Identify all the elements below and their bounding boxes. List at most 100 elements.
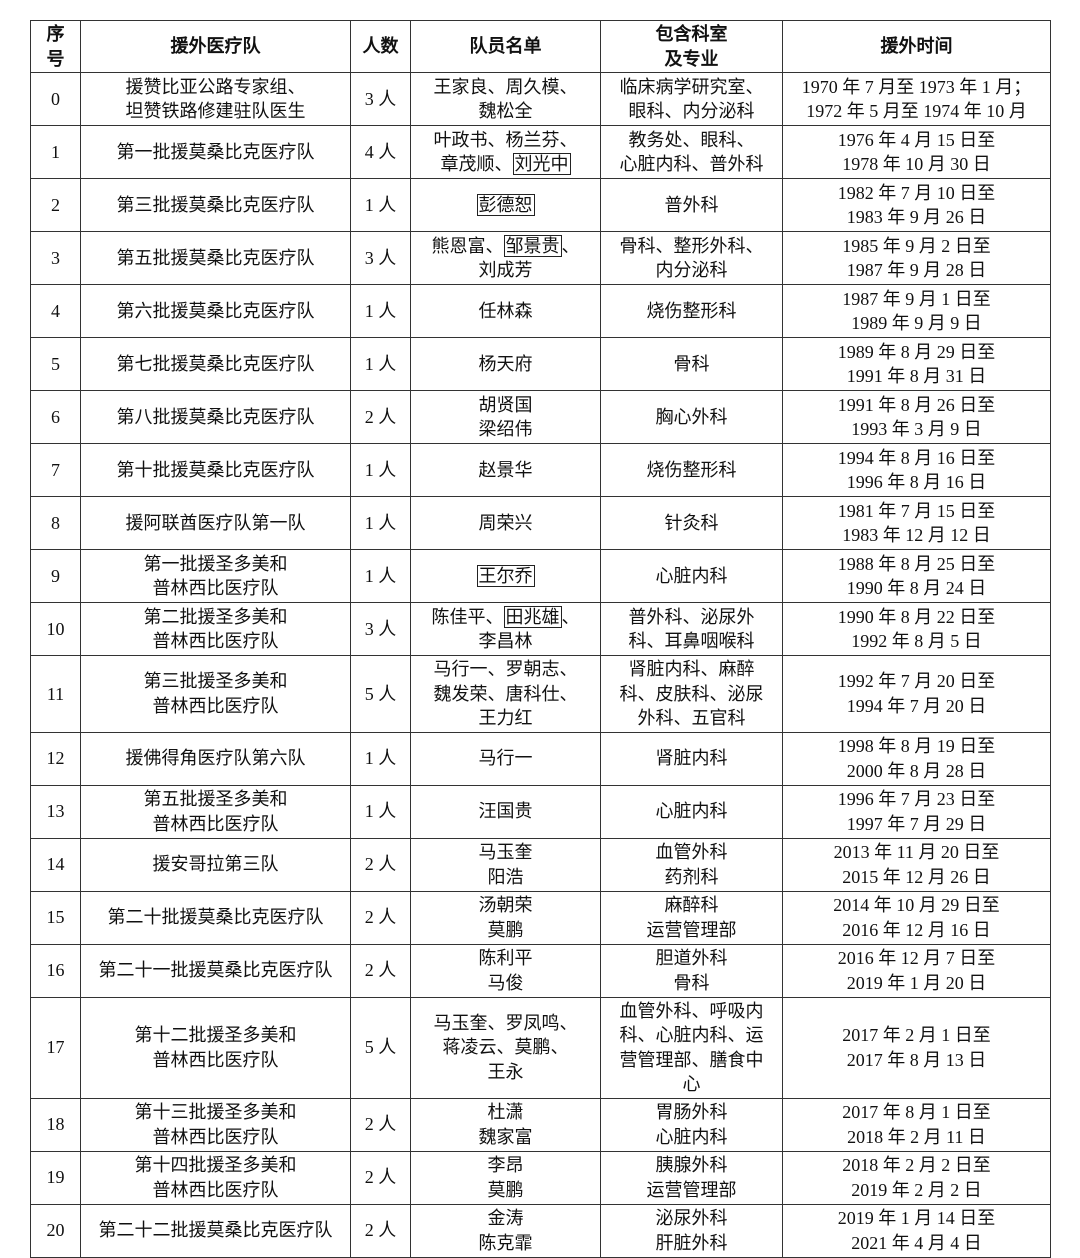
aid-period: 1992 年 7 月 20 日至 1994 年 7 月 20 日 <box>782 655 1051 733</box>
table-row: 19 第十四批援圣多美和 普林西比医疗队 2 人 李昂 莫鹏 胰腺外科 运营管理部 201… <box>30 1150 1051 1205</box>
aid-period: 1991 年 8 月 26 日至 1993 年 3 月 9 日 <box>782 390 1051 444</box>
team-name: 第八批援莫桑比克医疗队 <box>80 390 351 444</box>
row-number: 0 <box>30 72 81 126</box>
table-row: 5 第七批援莫桑比克医疗队 1 人 杨天府 骨科 1989 年 8 月 29 日至 199… <box>30 337 1051 391</box>
member-count: 1 人 <box>350 784 411 839</box>
aid-period: 1989 年 8 月 29 日至 1991 年 8 月 31 日 <box>782 337 1051 391</box>
aid-period: 2018 年 2 月 2 日至 2019 年 2 月 2 日 <box>782 1150 1051 1205</box>
member-text: 杨天府 <box>478 353 533 374</box>
aid-period: 1985 年 9 月 2 日至 1987 年 9 月 28 日 <box>782 231 1051 285</box>
table-row: 16 第二十一批援莫桑比克医疗队 2 人 陈利平 马俊 胆道外科 骨科 2016 年 12… <box>30 943 1051 998</box>
member-name: 田兆雄 <box>503 605 562 628</box>
row-number: 16 <box>30 943 81 998</box>
table-row: 3 第五批援莫桑比克医疗队 3 人熊恩富、 邹景贵、 刘成芳 骨科、整形外科、 内分泌科… <box>30 231 1051 285</box>
departments: 骨科 <box>600 337 783 391</box>
team-name: 第一批援莫桑比克医疗队 <box>80 125 351 179</box>
member-text: 金涛 陈克霏 <box>478 1208 533 1253</box>
table-row: 4 第六批援莫桑比克医疗队 1 人 任林森 烧伤整形科 1987 年 9 月 1 日至 1… <box>30 284 1051 338</box>
member-count: 1 人 <box>350 731 411 786</box>
table-row: 11 第三批援圣多美和 普林西比医疗队 5 人马行一、罗朝志、 魏发荣、唐科仕、 王… <box>30 655 1051 733</box>
departments: 骨科、整形外科、 内分泌科 <box>600 231 783 285</box>
member-text: 陈利平 马俊 <box>478 948 533 993</box>
header-cell: 队员名单 <box>410 20 601 73</box>
row-number: 7 <box>30 443 81 497</box>
row-number: 11 <box>30 655 81 733</box>
member-count: 1 人 <box>350 496 411 550</box>
aid-period: 1987 年 9 月 1 日至 1989 年 9 月 9 日 <box>782 284 1051 338</box>
departments: 胆道外科 骨科 <box>600 943 783 998</box>
members: 陈利平 马俊 <box>410 943 601 998</box>
member-count: 1 人 <box>350 549 411 603</box>
member-count: 4 人 <box>350 125 411 179</box>
members: 马行一、罗朝志、 魏发荣、唐科仕、 王力红 <box>410 655 601 733</box>
member-count: 1 人 <box>350 337 411 391</box>
member-count: 2 人 <box>350 837 411 892</box>
row-number: 1 <box>30 125 81 179</box>
departments: 麻醉科 运营管理部 <box>600 890 783 945</box>
row-number: 8 <box>30 496 81 550</box>
table-row: 12 援佛得角医疗队第六队 1 人 马行一 肾脏内科 1998 年 8 月 19 日至 2… <box>30 731 1051 786</box>
departments: 胸心外科 <box>600 390 783 444</box>
departments: 普外科、泌尿外 科、耳鼻咽喉科 <box>600 602 783 656</box>
member-text: 任林森 <box>478 300 533 321</box>
aid-period: 1988 年 8 月 25 日至 1990 年 8 月 24 日 <box>782 549 1051 603</box>
row-number: 20 <box>30 1203 81 1258</box>
team-name: 第十二批援圣多美和 普林西比医疗队 <box>80 996 351 1099</box>
member-text: 汪国贵 <box>478 801 533 822</box>
team-name: 第二十批援莫桑比克医疗队 <box>80 890 351 945</box>
aid-period: 2016 年 12 月 7 日至 2019 年 1 月 20 日 <box>782 943 1051 998</box>
departments: 针灸科 <box>600 496 783 550</box>
row-number: 12 <box>30 731 81 786</box>
members: 叶政书、杨兰芬、 章茂顺、 刘光中 <box>410 125 601 179</box>
member-text: 周荣兴 <box>478 512 533 533</box>
aid-period: 1981 年 7 月 15 日至 1983 年 12 月 12 日 <box>782 496 1051 550</box>
table-row: 9 第一批援圣多美和 普林西比医疗队 1 人 王尔乔 心脏内科 1988 年 8 月 25… <box>30 549 1051 603</box>
member-count: 2 人 <box>350 890 411 945</box>
row-number: 15 <box>30 890 81 945</box>
member-count: 3 人 <box>350 602 411 656</box>
aid-period: 1996 年 7 月 23 日至 1997 年 7 月 29 日 <box>782 784 1051 839</box>
header-cell: 援外医疗队 <box>80 20 351 73</box>
aid-period: 1982 年 7 月 10 日至 1983 年 9 月 26 日 <box>782 178 1051 232</box>
members: 杨天府 <box>410 337 601 391</box>
member-text: 叶政书、杨兰芬、 章茂顺、 <box>433 129 578 175</box>
members: 汤朝荣 莫鹏 <box>410 890 601 945</box>
member-count: 1 人 <box>350 178 411 232</box>
member-text: 陈佳平、 <box>431 606 504 627</box>
members: 杜潇 魏家富 <box>410 1097 601 1152</box>
aid-table: 序 号援外医疗队 人数 队员名单 包含科室 及专业 援外时间 0 援赞比亚公路专家组、 坦… <box>30 20 1051 1258</box>
team-name: 第二十一批援莫桑比克医疗队 <box>80 943 351 998</box>
team-name: 援阿联酋医疗队第一队 <box>80 496 351 550</box>
team-name: 第六批援莫桑比克医疗队 <box>80 284 351 338</box>
departments: 普外科 <box>600 178 783 232</box>
member-text: 熊恩富、 <box>431 235 504 256</box>
table-row: 2 第三批援莫桑比克医疗队 1 人 彭德恕 普外科 1982 年 7 月 10 日至 19… <box>30 178 1051 232</box>
header-cell: 包含科室 及专业 <box>600 20 783 73</box>
team-name: 援安哥拉第三队 <box>80 837 351 892</box>
team-name: 第三批援圣多美和 普林西比医疗队 <box>80 655 351 733</box>
members: 汪国贵 <box>410 784 601 839</box>
member-count: 3 人 <box>350 72 411 126</box>
row-number: 19 <box>30 1150 81 1205</box>
member-name: 邹景贵 <box>503 234 562 257</box>
aid-period: 2014 年 10 月 29 日至 2016 年 12 月 16 日 <box>782 890 1051 945</box>
members: 周荣兴 <box>410 496 601 550</box>
departments: 烧伤整形科 <box>600 284 783 338</box>
aid-period: 1990 年 8 月 22 日至 1992 年 8 月 5 日 <box>782 602 1051 656</box>
member-count: 1 人 <box>350 284 411 338</box>
member-text: 马行一、罗朝志、 魏发荣、唐科仕、 王力红 <box>433 659 578 728</box>
team-name: 第二十二批援莫桑比克医疗队 <box>80 1203 351 1258</box>
aid-period: 2017 年 8 月 1 日至 2018 年 2 月 11 日 <box>782 1097 1051 1152</box>
departments: 肾脏内科、麻醉 科、皮肤科、泌尿 外科、五官科 <box>600 655 783 733</box>
row-number: 6 <box>30 390 81 444</box>
aid-period: 1970 年 7 月至 1973 年 1 月； 1972 年 5 月至 1974… <box>782 72 1051 126</box>
departments: 教务处、眼科、 心脏内科、普外科 <box>600 125 783 179</box>
members: 熊恩富、 邹景贵、 刘成芳 <box>410 231 601 285</box>
member-name: 王尔乔 <box>476 564 535 587</box>
row-number: 3 <box>30 231 81 285</box>
row-number: 4 <box>30 284 81 338</box>
aid-period: 1998 年 8 月 19 日至 2000 年 8 月 28 日 <box>782 731 1051 786</box>
table-row: 0 援赞比亚公路专家组、 坦赞铁路修建驻队医生 3 人王家良、周久模、 魏松全 临床病… <box>30 72 1051 126</box>
team-name: 第五批援圣多美和 普林西比医疗队 <box>80 784 351 839</box>
